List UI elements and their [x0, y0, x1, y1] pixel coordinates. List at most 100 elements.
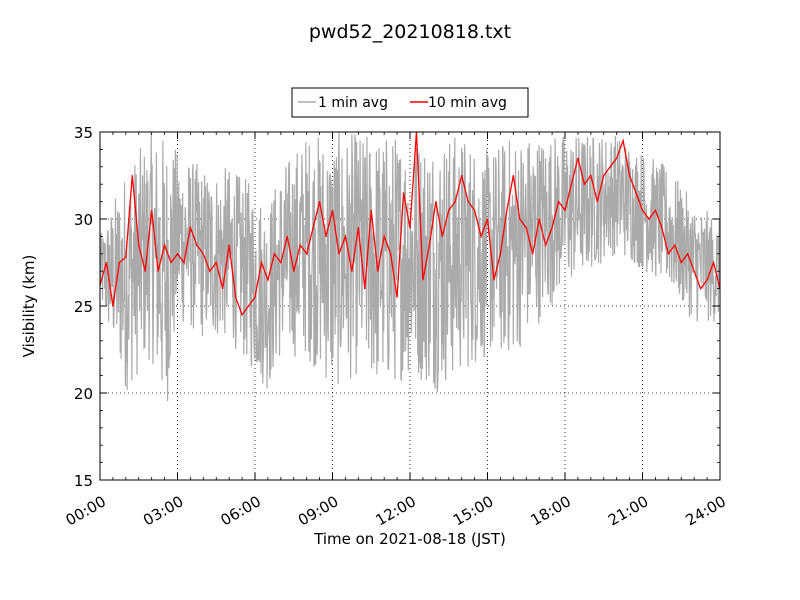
data-point-10-min-avg — [609, 166, 611, 168]
data-point-10-min-avg — [396, 296, 398, 298]
data-point-10-min-avg — [693, 270, 695, 272]
data-point-10-min-avg — [138, 244, 140, 246]
y-tick-label: 35 — [74, 124, 93, 142]
data-point-10-min-avg — [480, 235, 482, 237]
data-point-10-min-avg — [674, 244, 676, 246]
data-point-10-min-avg — [351, 270, 353, 272]
data-point-10-min-avg — [435, 201, 437, 203]
data-point-10-min-avg — [112, 305, 114, 307]
data-point-10-min-avg — [661, 227, 663, 229]
data-point-10-min-avg — [202, 253, 204, 255]
data-point-10-min-avg — [667, 253, 669, 255]
data-point-10-min-avg — [273, 253, 275, 255]
data-point-10-min-avg — [499, 253, 502, 255]
data-point-10-min-avg — [125, 256, 127, 258]
data-point-10-min-avg — [370, 209, 372, 211]
data-point-10-min-avg — [235, 296, 237, 298]
data-point-10-min-avg — [105, 261, 108, 264]
data-point-10-min-avg — [241, 314, 243, 316]
data-point-10-min-avg — [131, 174, 133, 177]
data-point-10-min-avg — [390, 253, 392, 255]
data-point-10-min-avg — [583, 183, 585, 185]
data-point-10-min-avg — [467, 201, 469, 203]
y-tick-label: 25 — [74, 298, 93, 316]
x-tick-label: 09:00 — [295, 492, 341, 529]
data-point-10-min-avg — [312, 227, 314, 229]
data-point-10-min-avg — [428, 244, 430, 246]
data-point-10-min-avg — [596, 201, 598, 203]
data-point-10-min-avg — [228, 244, 230, 246]
data-point-10-min-avg — [616, 157, 618, 159]
data-point-10-min-avg — [118, 261, 120, 264]
data-point-10-min-avg — [209, 270, 211, 272]
data-point-10-min-avg — [680, 261, 682, 264]
data-point-10-min-avg — [409, 227, 411, 229]
data-point-10-min-avg — [163, 244, 166, 246]
series-line-1-min-avg — [99, 132, 721, 402]
x-tick-label: 00:00 — [63, 492, 109, 529]
data-point-10-min-avg — [254, 296, 256, 298]
x-tick-label: 18:00 — [528, 492, 574, 529]
data-point-10-min-avg — [577, 157, 579, 159]
data-point-10-min-avg — [712, 261, 715, 264]
y-tick-labels: 15 20 25 30 35 — [74, 124, 93, 490]
data-point-10-min-avg — [545, 244, 547, 246]
data-point-10-min-avg — [280, 261, 282, 264]
data-point-10-min-avg — [454, 201, 456, 203]
axis-ticks — [99, 131, 721, 481]
data-point-10-min-avg — [357, 227, 359, 229]
data-point-10-min-avg — [538, 218, 540, 220]
data-point-10-min-avg — [603, 174, 605, 177]
data-point-10-min-avg — [622, 140, 624, 142]
data-point-10-min-avg — [506, 209, 508, 211]
data-point-10-min-avg — [441, 235, 443, 237]
data-point-10-min-avg — [557, 201, 560, 203]
data-point-10-min-avg — [344, 235, 347, 237]
data-point-10-min-avg — [144, 270, 146, 272]
data-point-10-min-avg — [260, 261, 263, 264]
x-tick-labels: 00:00 03:00 06:00 09:00 12:00 15:00 18:00 21:00… — [63, 492, 729, 529]
data-point-10-min-avg — [299, 244, 301, 246]
data-point-10-min-avg — [325, 235, 327, 237]
data-point-10-min-avg — [687, 253, 689, 255]
data-point-10-min-avg — [215, 261, 217, 264]
data-point-10-min-avg — [170, 261, 172, 264]
data-point-10-min-avg — [519, 218, 521, 220]
data-point-10-min-avg — [564, 209, 566, 211]
data-point-10-min-avg — [551, 227, 553, 229]
y-tick-label: 30 — [74, 211, 93, 229]
data-point-10-min-avg — [331, 209, 334, 211]
data-point-10-min-avg — [486, 218, 489, 220]
data-point-10-min-avg — [493, 279, 495, 281]
data-point-10-min-avg — [383, 235, 385, 237]
x-tick-label: 03:00 — [140, 492, 186, 529]
data-point-10-min-avg — [176, 253, 179, 255]
data-point-10-min-avg — [306, 253, 308, 255]
data-point-10-min-avg — [183, 261, 185, 264]
y-tick-label: 20 — [74, 385, 93, 403]
x-tick-label: 24:00 — [683, 492, 729, 529]
data-point-10-min-avg — [293, 270, 295, 272]
data-point-10-min-avg — [706, 279, 708, 281]
data-point-10-min-avg — [648, 218, 650, 220]
chart-title: pwd52_20210818.txt — [309, 21, 511, 43]
data-point-10-min-avg — [641, 209, 644, 211]
data-point-10-min-avg — [286, 235, 288, 237]
x-tick-label: 12:00 — [373, 492, 419, 529]
data-point-10-min-avg — [338, 253, 340, 255]
data-point-10-min-avg — [590, 174, 592, 177]
data-point-10-min-avg — [461, 174, 463, 177]
data-point-10-min-avg — [157, 270, 159, 272]
data-point-10-min-avg — [525, 227, 527, 229]
series-1-min-avg — [99, 132, 721, 402]
data-point-10-min-avg — [267, 279, 269, 281]
x-tick-label: 06:00 — [218, 492, 264, 529]
legend-label-1-min-avg: 1 min avg — [318, 95, 388, 111]
legend-label-10-min-avg: 10 min avg — [428, 95, 507, 111]
data-point-10-min-avg — [635, 192, 637, 194]
data-point-10-min-avg — [364, 288, 366, 290]
y-tick-label: 15 — [74, 472, 93, 490]
data-point-10-min-avg — [196, 244, 198, 246]
data-point-10-min-avg — [448, 209, 450, 211]
